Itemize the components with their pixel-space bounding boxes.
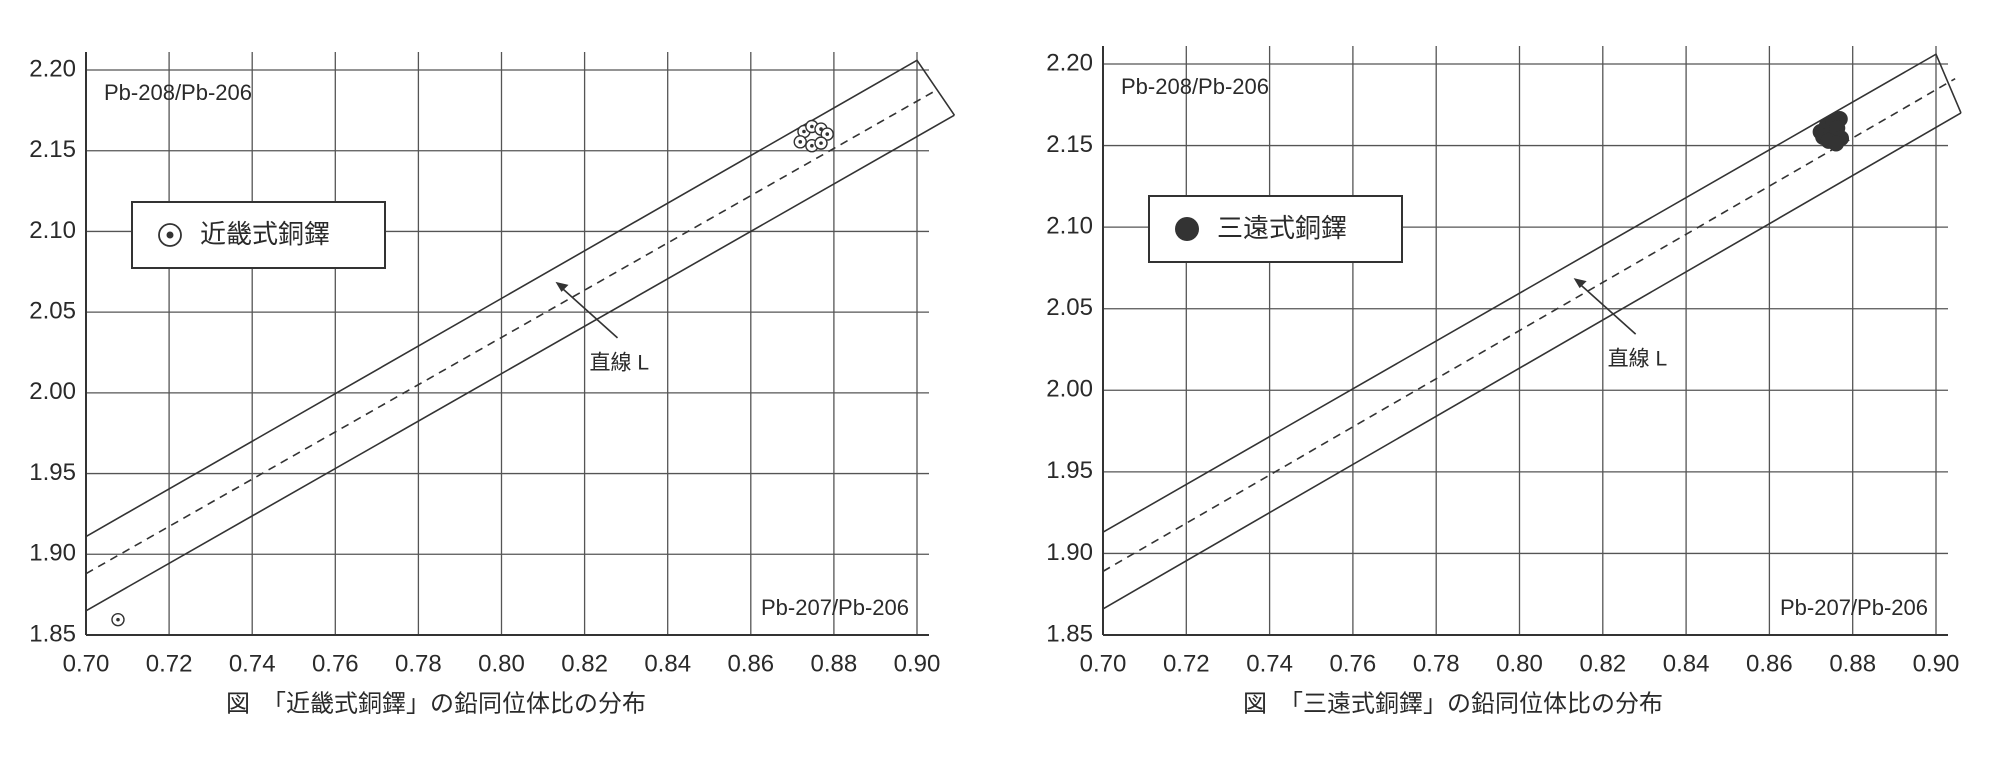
y-tick-label: 2.15 bbox=[1046, 131, 1093, 158]
arrow-head bbox=[1573, 278, 1587, 289]
annotation-arrow bbox=[558, 285, 619, 339]
x-tick-label: 0.82 bbox=[1579, 650, 1626, 677]
y-tick-label: 2.20 bbox=[29, 55, 76, 82]
x-tick-label: 0.74 bbox=[229, 650, 276, 677]
legend-label: 近畿式銅鐸 bbox=[200, 219, 330, 249]
caption: 図 「三遠式銅鐸」の鉛同位体比の分布 bbox=[1243, 690, 1663, 717]
x-tick-label: 0.70 bbox=[63, 650, 110, 677]
x-tick-label: 0.82 bbox=[561, 650, 608, 677]
x-axis-label: Pb-207/Pb-206 bbox=[761, 595, 909, 620]
caption: 図 「近畿式銅鐸」の鉛同位体比の分布 bbox=[226, 690, 646, 717]
reference-line bbox=[85, 88, 939, 575]
y-tick-label: 2.10 bbox=[1046, 212, 1093, 239]
point-dot bbox=[819, 127, 823, 131]
y-tick-label: 1.90 bbox=[29, 540, 76, 567]
reference-line bbox=[85, 59, 956, 538]
y-tick-label: 2.15 bbox=[29, 136, 76, 163]
y-tick-label: 2.05 bbox=[29, 297, 76, 324]
y-tick-label: 1.95 bbox=[1046, 457, 1093, 484]
legend-label: 三遠式銅鐸 bbox=[1217, 213, 1347, 243]
x-tick-label: 0.74 bbox=[1246, 650, 1293, 677]
x-tick-label: 0.78 bbox=[1413, 650, 1460, 677]
point-dot bbox=[802, 129, 806, 134]
annotation: 直線 L bbox=[1608, 348, 1668, 371]
x-tick-label: 0.86 bbox=[727, 650, 774, 677]
legend-marker-dot bbox=[166, 231, 174, 239]
x-tick-label: 0.72 bbox=[146, 650, 193, 677]
x-tick-label: 0.80 bbox=[478, 650, 525, 677]
y-tick-label: 1.95 bbox=[29, 459, 76, 486]
reference-line bbox=[85, 114, 955, 612]
point bbox=[1828, 135, 1845, 152]
x-tick-label: 0.84 bbox=[644, 650, 691, 677]
y-tick-label: 2.10 bbox=[29, 217, 76, 244]
y-tick-label: 2.00 bbox=[29, 378, 76, 405]
x-tick-label: 0.80 bbox=[1496, 650, 1543, 677]
point-dot bbox=[825, 132, 830, 136]
x-tick-label: 0.84 bbox=[1663, 650, 1710, 677]
annotation-arrow bbox=[1577, 281, 1637, 335]
legend-marker bbox=[1175, 217, 1199, 241]
y-tick-label: 2.00 bbox=[1046, 376, 1093, 403]
reference-line bbox=[1102, 77, 1956, 573]
arrow-head bbox=[555, 281, 569, 292]
x-tick-label: 0.72 bbox=[1163, 650, 1210, 677]
reference-line bbox=[1102, 112, 1962, 610]
x-tick-label: 0.90 bbox=[894, 650, 941, 677]
y-tick-label: 2.20 bbox=[1046, 49, 1093, 76]
y-axis-label: Pb-208/Pb-206 bbox=[104, 80, 252, 105]
y-axis-label: Pb-208/Pb-206 bbox=[1121, 74, 1269, 99]
y-tick-label: 1.85 bbox=[1046, 620, 1093, 647]
x-tick-label: 0.86 bbox=[1746, 650, 1793, 677]
point-dot bbox=[810, 124, 814, 129]
reference-line bbox=[1102, 53, 1962, 533]
x-tick-label: 0.90 bbox=[1913, 650, 1960, 677]
x-axis-label: Pb-207/Pb-206 bbox=[1780, 595, 1928, 620]
point-dot bbox=[798, 140, 803, 144]
x-tick-label: 0.70 bbox=[1080, 650, 1127, 677]
y-tick-label: 1.90 bbox=[1046, 539, 1093, 566]
point-dot bbox=[116, 617, 120, 622]
x-tick-label: 0.88 bbox=[1829, 650, 1876, 677]
point-dot bbox=[819, 141, 823, 145]
x-tick-label: 0.76 bbox=[1330, 650, 1377, 677]
y-tick-label: 2.05 bbox=[1046, 294, 1093, 321]
point-dot bbox=[810, 143, 814, 148]
y-tick-label: 1.85 bbox=[29, 620, 76, 647]
annotation: 直線 L bbox=[590, 351, 650, 374]
x-tick-label: 0.76 bbox=[312, 650, 359, 677]
x-tick-label: 0.88 bbox=[811, 650, 858, 677]
x-tick-label: 0.78 bbox=[395, 650, 442, 677]
